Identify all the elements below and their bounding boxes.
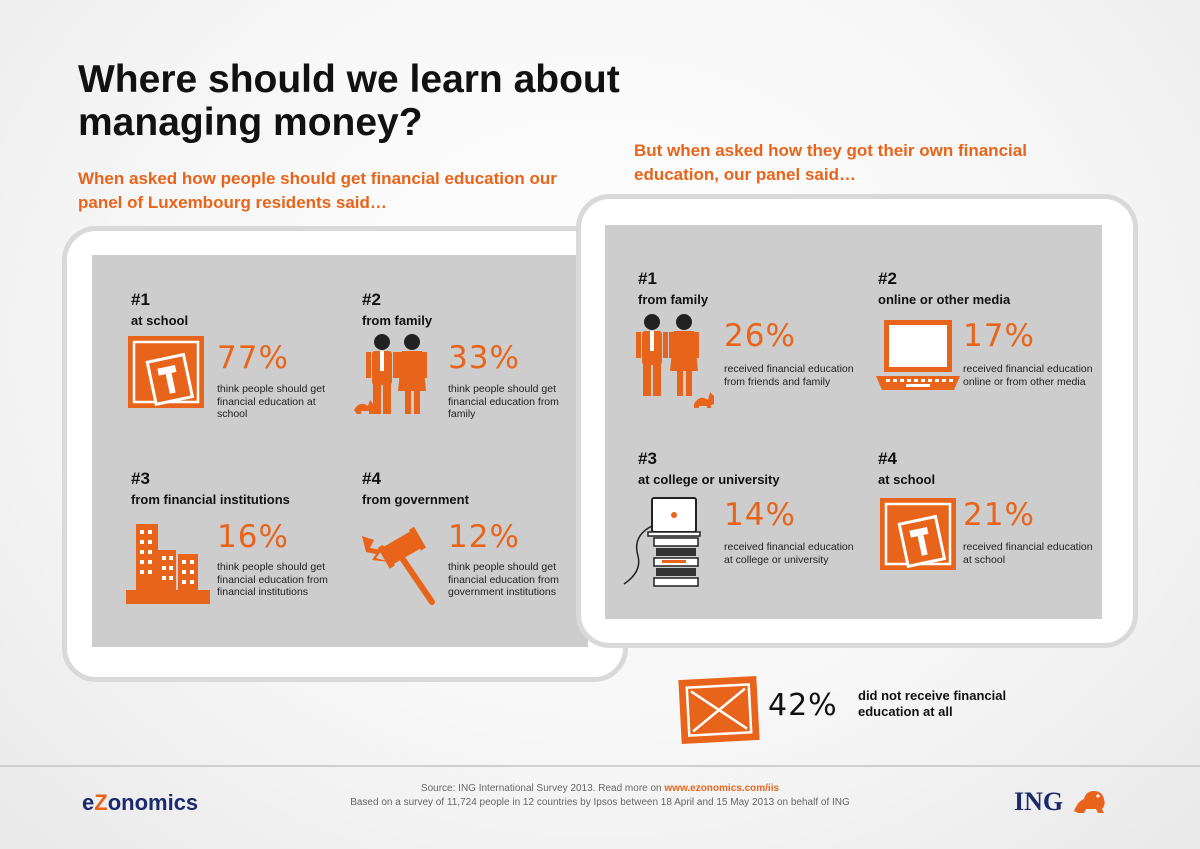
should-pct-3: 16% (217, 519, 289, 555)
rank: #2 (878, 269, 897, 288)
family-icon (354, 334, 427, 414)
got-pct-1: 26% (724, 318, 796, 354)
cross-box-icon (678, 676, 760, 744)
got-pct-2: 17% (963, 318, 1035, 354)
should-desc-2: think people should get financial educat… (448, 383, 559, 420)
chalkboard-icon (128, 336, 204, 408)
none-pct: 42% (768, 688, 838, 723)
rank: #3 (131, 469, 150, 488)
should-desc-3: think people should get financial educat… (217, 561, 328, 598)
laptop-books-icon (623, 497, 701, 587)
got-item-1: #1 from family (638, 269, 858, 308)
rank-label: at college or university (638, 472, 780, 487)
should-pct-1: 77% (217, 340, 289, 376)
got-desc-3: received financial education at college … (724, 541, 854, 566)
laptop-icon (876, 320, 960, 390)
right-subtitle: But when asked how they got their own fi… (634, 141, 1027, 184)
got-pct-3: 14% (724, 497, 796, 533)
logo-part: Z (94, 790, 108, 815)
got-desc-2: received financial education online or f… (963, 363, 1093, 388)
rank-label: online or other media (878, 292, 1011, 307)
logo-part: e (82, 790, 95, 815)
page-title: Where should we learn about managing mon… (78, 58, 620, 144)
got-desc-1: received financial education from friend… (724, 363, 854, 388)
footer-divider (0, 765, 1200, 767)
source-prefix: Source: ING International Survey 2013. R… (420, 783, 665, 794)
should-pct-4: 12% (448, 519, 520, 555)
gavel-icon (362, 526, 435, 605)
lion-icon (1073, 791, 1105, 813)
should-desc-4: think people should get financial educat… (448, 561, 559, 598)
should-item-3: #3 from financial institutions (131, 469, 351, 508)
got-item-2: #2 online or other media (878, 269, 1098, 308)
should-pct-2: 33% (448, 340, 520, 376)
got-pct-4: 21% (963, 497, 1035, 533)
rank-label: from government (362, 492, 469, 507)
should-item-2: #2 from family (362, 290, 582, 329)
rank-label: at school (131, 313, 189, 328)
family-icon (636, 314, 714, 408)
logo-part: onomics (107, 790, 199, 815)
source-note: Source: ING International Survey 2013. R… (250, 782, 950, 810)
got-desc-4: received financial education at school (963, 541, 1093, 566)
buildings-icon (126, 524, 210, 604)
rank: #4 (878, 449, 897, 468)
got-item-3: #3 at college or university (638, 449, 858, 488)
rank: #4 (362, 469, 381, 488)
rank: #1 (131, 290, 150, 309)
got-item-4: #4 at school (878, 449, 1098, 488)
rank-label: from financial institutions (131, 492, 290, 507)
should-desc-1: think people should get financial educat… (217, 383, 325, 420)
source-line2: Based on a survey of 11,724 people in 12… (350, 797, 850, 808)
left-subtitle: When asked how people should get financi… (78, 169, 557, 212)
source-link[interactable]: www.ezonomics.com/iis (664, 783, 780, 794)
ing-logo[interactable]: ING (1014, 787, 1108, 817)
rank: #3 (638, 449, 657, 468)
rank-label: at school (878, 472, 936, 487)
chalkboard-icon (880, 498, 956, 570)
rank-label: from family (362, 313, 433, 328)
ezonomics-logo[interactable]: eZonomics (82, 790, 198, 816)
rank-label: from family (638, 292, 709, 307)
none-desc: did not receive financial education at a… (858, 688, 1007, 719)
ing-logo-text: ING (1014, 787, 1064, 816)
should-item-4: #4 from government (362, 469, 582, 508)
rank: #1 (638, 269, 657, 288)
should-item-1: #1 at school (131, 290, 351, 329)
rank: #2 (362, 290, 381, 309)
